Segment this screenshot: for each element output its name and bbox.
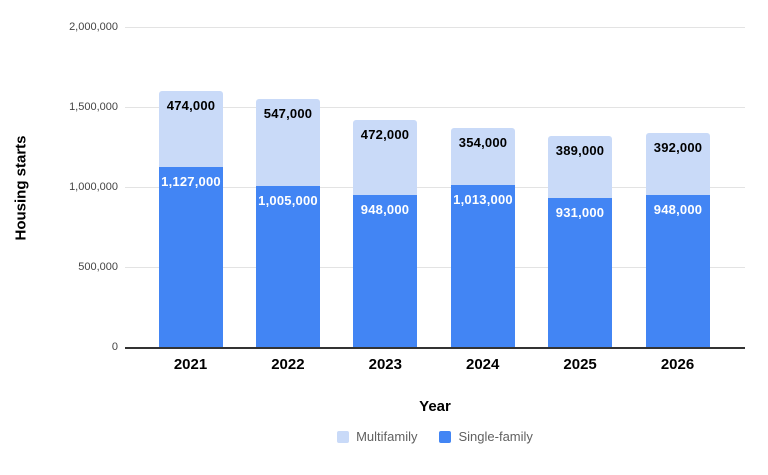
x-axis-title: Year <box>419 398 451 415</box>
y-tick-label: 2,000,000 <box>69 21 118 33</box>
legend-label-multifamily: Multifamily <box>356 429 418 444</box>
bar-segment-multifamily-2024: 354,000 <box>451 128 515 185</box>
gridline-1000000 <box>125 187 745 188</box>
x-tick-label-2026: 2026 <box>660 356 695 373</box>
multifamily-swatch <box>337 430 350 443</box>
x-tick-label-2024: 2024 <box>466 356 500 373</box>
gridline-500000 <box>125 267 745 268</box>
legend-item-multifamily: Multifamily <box>337 429 417 444</box>
x-tick-label-2025: 2025 <box>563 356 597 373</box>
y-tick-label: 1,500,000 <box>69 101 118 113</box>
bar-segment-multifamily-2026: 392,000 <box>646 132 710 196</box>
legend-item-single-family: Single-family <box>439 429 533 444</box>
bar-segment-single-family-2025: 931,000 <box>548 198 612 347</box>
bar-segment-single-family-2026: 948,000 <box>646 195 710 347</box>
single-family-swatch <box>439 430 452 443</box>
bar-segment-multifamily-2023: 472,000 <box>353 119 417 196</box>
bar-segment-single-family-2021: 1,127,000 <box>159 166 223 347</box>
x-tick-label-2023: 2023 <box>368 356 402 373</box>
x-axis-line <box>125 347 745 349</box>
legend: Multifamily Single-family <box>125 429 745 444</box>
bar-segment-single-family-2024: 1,013,000 <box>451 184 515 347</box>
bar-segment-multifamily-2021: 474,000 <box>159 90 223 167</box>
x-tick-label-2022: 2022 <box>271 356 305 373</box>
bar-segment-multifamily-2025: 389,000 <box>548 135 612 199</box>
y-tick-label: 1,000,000 <box>69 181 118 193</box>
bar-segment-single-family-2023: 948,000 <box>353 195 417 347</box>
bar-segment-multifamily-2022: 547,000 <box>256 98 320 187</box>
x-tick-label-2021: 2021 <box>173 356 208 373</box>
y-tick-label: 0 <box>111 341 118 353</box>
gridline-1500000 <box>125 107 745 108</box>
y-tick-label: 500,000 <box>78 261 118 273</box>
legend-label-single-family: Single-family <box>458 429 533 444</box>
bar-segment-single-family-2022: 1,005,000 <box>256 186 320 347</box>
gridline-2000000 <box>125 27 745 28</box>
